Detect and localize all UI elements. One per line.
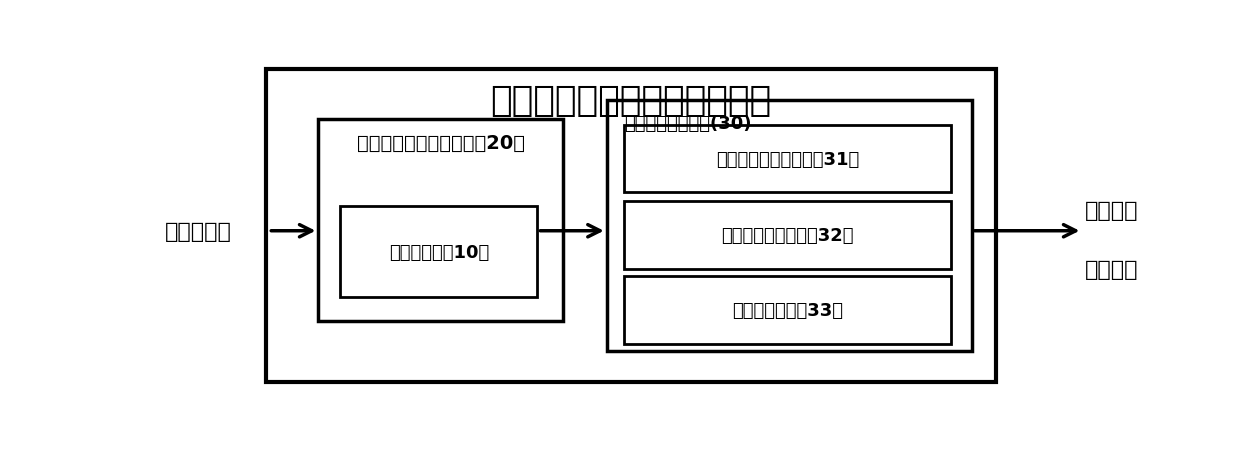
FancyBboxPatch shape — [624, 125, 951, 193]
Text: 风险指数计算单元（32）: 风险指数计算单元（32） — [722, 226, 853, 244]
Text: 风险分层单元（33）: 风险分层单元（33） — [732, 301, 843, 319]
Text: 肿瘤预后风险计算及分层系统: 肿瘤预后风险计算及分层系统 — [490, 84, 771, 118]
Text: 风险指数: 风险指数 — [1085, 200, 1138, 221]
FancyBboxPatch shape — [624, 276, 951, 344]
FancyBboxPatch shape — [341, 207, 537, 297]
FancyBboxPatch shape — [319, 120, 563, 322]
FancyBboxPatch shape — [265, 70, 996, 382]
Text: 组织学积分计算单元（31）: 组织学积分计算单元（31） — [715, 150, 859, 168]
Text: 风险分层: 风险分层 — [1085, 259, 1138, 280]
FancyBboxPatch shape — [624, 202, 951, 269]
Text: 组合标志物检测试剂盒（20）: 组合标志物检测试剂盒（20） — [357, 133, 525, 152]
Text: 组合标志物（10）: 组合标志物（10） — [389, 243, 489, 261]
Text: 病例癌组织: 病例癌组织 — [165, 221, 232, 241]
FancyBboxPatch shape — [606, 101, 972, 351]
Text: 预后风险计算装置(30): 预后风险计算装置(30) — [624, 115, 751, 133]
